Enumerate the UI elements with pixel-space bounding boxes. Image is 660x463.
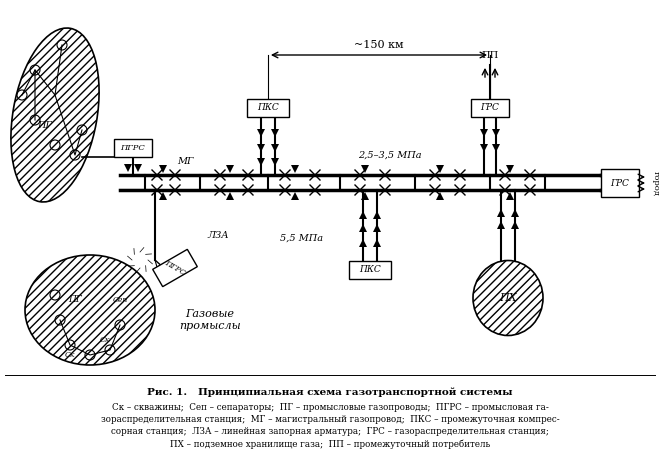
Text: 5,5 МПа: 5,5 МПа <box>280 233 323 243</box>
Text: ПГ: ПГ <box>38 120 53 130</box>
Text: ГРС: ГРС <box>610 179 630 188</box>
Text: зораспределительная станция;  МГ – магистральный газопровод;  ПКС – промежуточна: зораспределительная станция; МГ – магист… <box>100 415 560 425</box>
Bar <box>114 139 152 157</box>
Polygon shape <box>257 129 265 137</box>
Text: 2,5–3,5 МПа: 2,5–3,5 МПа <box>358 150 422 159</box>
Polygon shape <box>271 144 279 152</box>
Text: ПХ – подземное хранилище газа;  ПП – промежуточный потребитель: ПХ – подземное хранилище газа; ПП – пром… <box>170 439 490 449</box>
Polygon shape <box>124 164 132 172</box>
Polygon shape <box>226 165 234 173</box>
Polygon shape <box>271 129 279 137</box>
Polygon shape <box>271 158 279 166</box>
Text: ПКС: ПКС <box>257 104 279 113</box>
Polygon shape <box>291 192 299 200</box>
Polygon shape <box>159 165 167 173</box>
Polygon shape <box>436 165 444 173</box>
Ellipse shape <box>25 255 155 365</box>
Polygon shape <box>506 165 514 173</box>
Polygon shape <box>373 239 381 247</box>
Text: ПХ: ПХ <box>499 293 517 303</box>
Text: Ск – скважины;  Сеп – сепараторы;  ПГ – промысловые газопроводы;  ПГРС – промысл: Ск – скважины; Сеп – сепараторы; ПГ – пр… <box>112 403 548 413</box>
Polygon shape <box>257 144 265 152</box>
Text: Газовые
промыслы: Газовые промыслы <box>179 309 241 331</box>
Polygon shape <box>257 158 265 166</box>
Ellipse shape <box>473 261 543 336</box>
Polygon shape <box>226 192 234 200</box>
Bar <box>247 99 289 117</box>
Text: Сеп: Сеп <box>112 296 127 304</box>
Bar <box>471 99 509 117</box>
Polygon shape <box>480 129 488 137</box>
Polygon shape <box>361 192 369 200</box>
Text: ГРС: ГРС <box>480 104 500 113</box>
Bar <box>601 169 639 197</box>
Bar <box>152 250 197 287</box>
Polygon shape <box>436 192 444 200</box>
Text: ПГ: ПГ <box>68 295 82 305</box>
Polygon shape <box>359 239 367 247</box>
Ellipse shape <box>11 28 99 202</box>
Text: Ск: Ск <box>65 351 75 359</box>
Text: ПП: ПП <box>481 50 498 60</box>
Text: Рис. 1.   Принципиальная схема газотранспортной системы: Рис. 1. Принципиальная схема газотранспо… <box>147 387 513 397</box>
Polygon shape <box>373 211 381 219</box>
Text: Ск: Ск <box>100 336 110 344</box>
Polygon shape <box>511 221 519 229</box>
Bar <box>349 261 391 279</box>
Text: МГ: МГ <box>177 157 193 167</box>
Polygon shape <box>134 164 142 172</box>
Text: ПГРС: ПГРС <box>163 259 187 277</box>
Polygon shape <box>511 209 519 217</box>
Polygon shape <box>159 192 167 200</box>
Polygon shape <box>492 144 500 152</box>
Polygon shape <box>506 192 514 200</box>
Polygon shape <box>497 209 505 217</box>
Text: ПКС: ПКС <box>359 265 381 275</box>
Text: ЛЗА: ЛЗА <box>207 231 229 239</box>
Polygon shape <box>361 165 369 173</box>
Polygon shape <box>492 129 500 137</box>
Text: сорная станция;  ЛЗА – линейная запорная арматура;  ГРС – газораспределительная : сорная станция; ЛЗА – линейная запорная … <box>111 427 549 437</box>
Polygon shape <box>359 224 367 232</box>
Polygon shape <box>291 165 299 173</box>
Polygon shape <box>497 221 505 229</box>
Text: ПГРС: ПГРС <box>121 144 145 152</box>
Polygon shape <box>480 144 488 152</box>
Polygon shape <box>373 224 381 232</box>
Polygon shape <box>359 211 367 219</box>
Text: город: город <box>652 170 660 195</box>
Text: ~150 км: ~150 км <box>354 40 404 50</box>
